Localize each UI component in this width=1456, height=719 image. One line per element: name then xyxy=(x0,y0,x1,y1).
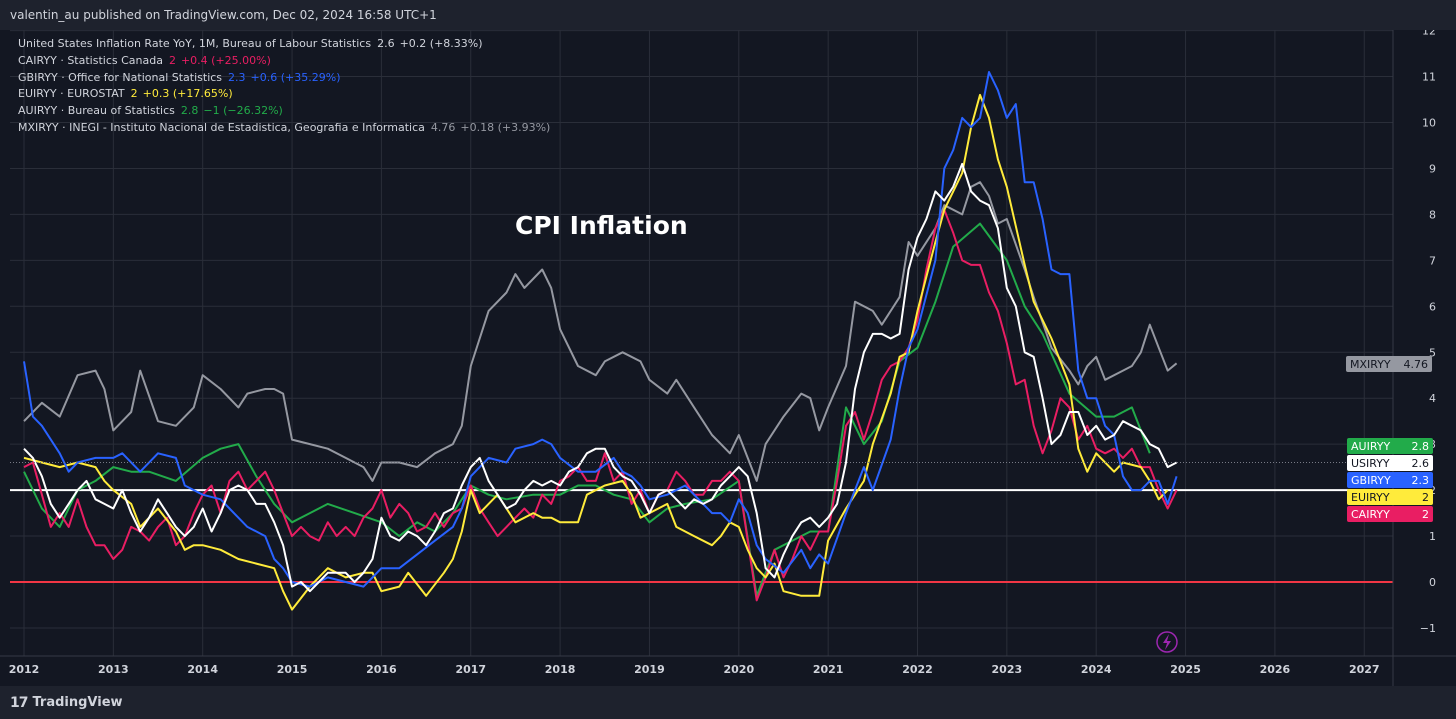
series-usiryy xyxy=(23,162,1178,593)
x-tick-label: 2019 xyxy=(634,663,665,676)
price-pill-symbol: MXIRYY xyxy=(1350,358,1391,371)
y-tick-label: 8 xyxy=(1429,208,1436,221)
price-pill-value: 4.76 xyxy=(1404,358,1429,371)
legend-series-value: 2 xyxy=(168,53,176,67)
x-tick-label: 2021 xyxy=(813,663,844,676)
price-pill-auiryy xyxy=(1347,438,1433,454)
tradingview-logo-icon[interactable]: 17 xyxy=(10,694,29,711)
y-tick-label: 11 xyxy=(1422,71,1436,84)
x-tick-label: 2017 xyxy=(455,663,486,676)
chart-title: CPI Inflation xyxy=(515,211,688,240)
legend-series-name: CAIRYY · Statistics Canada xyxy=(18,53,163,67)
x-tick-label: 2025 xyxy=(1170,663,1201,676)
price-pill-symbol: USIRYY xyxy=(1351,457,1390,470)
chart-area[interactable]: 2012 2013 2014 2015 2016 2017 2018 2019 2020 2021… xyxy=(0,30,1456,686)
series-mxiryy xyxy=(23,181,1178,482)
legend-series-name: United States Inflation Rate YoY, 1M, Bu… xyxy=(18,37,372,50)
x-tick-label: 2015 xyxy=(277,663,308,676)
series-lines xyxy=(23,71,1178,611)
legend-series-value: 2.8 xyxy=(180,104,199,118)
y-tick-label: 6 xyxy=(1429,300,1436,313)
y-tick-label: 4 xyxy=(1429,392,1436,405)
price-pill-gbiryy xyxy=(1347,472,1433,488)
price-pill-value: 2 xyxy=(1422,508,1429,521)
legend-row[interactable]: GBIRYY · Office for National Statistics 2… xyxy=(18,70,550,87)
y-tick-label: 12 xyxy=(1422,30,1436,38)
x-tick-label: 2022 xyxy=(902,663,933,676)
legend-row[interactable]: CAIRYY · Statistics Canada 2 +0.4 (+25.00%… xyxy=(18,53,550,70)
x-tick-label: 2016 xyxy=(366,663,397,676)
legend-series-change: +0.2 (+8.33%) xyxy=(399,37,483,50)
price-pill-symbol: EUIRYY xyxy=(1351,491,1390,504)
series-gbiryy xyxy=(23,71,1178,588)
price-pill-value: 2.6 xyxy=(1412,457,1430,470)
legend-series-change: +0.3 (+17.65%) xyxy=(142,87,233,101)
y-tick-label: 10 xyxy=(1422,117,1436,130)
legend-series-name: GBIRYY · Office for National Statistics xyxy=(18,70,223,84)
legend-series-value: 2.3 xyxy=(228,70,246,84)
price-pill-usiryy xyxy=(1347,455,1433,471)
price-pill-mxiryy xyxy=(1346,356,1432,372)
legend-series-value: 2 xyxy=(130,87,138,101)
price-pill-value: 2.3 xyxy=(1412,474,1430,487)
y-tick-label: 5 xyxy=(1429,346,1436,359)
y-tick-label: 1 xyxy=(1429,530,1436,543)
legend-series-change: +0.6 (+35.29%) xyxy=(250,70,341,84)
legend-row[interactable]: AUIRYY · Bureau of Statistics 2.8 −1 (−26.… xyxy=(18,103,550,120)
legend-series-name: AUIRYY · Bureau of Statistics xyxy=(18,104,175,118)
y-tick-label: 7 xyxy=(1429,254,1436,267)
legend-series-name: MXIRYY · INEGI - Instituto Nacional de E… xyxy=(18,120,425,134)
series-auiryy xyxy=(23,222,1151,597)
legend-series-change: +0.18 (+3.93%) xyxy=(460,120,551,134)
x-tick-label: 2024 xyxy=(1081,663,1112,676)
y-tick-label: −1 xyxy=(1420,622,1436,635)
x-tick-label: 2018 xyxy=(545,663,576,676)
x-tick-label: 2012 xyxy=(9,663,40,676)
x-tick-label: 2014 xyxy=(187,663,218,676)
price-pill-value: 2.8 xyxy=(1412,440,1430,453)
legend-row[interactable]: EUIRYY · EUROSTAT 2 +0.3 (+17.65%) xyxy=(18,86,550,103)
y-tick-label: 9 xyxy=(1429,162,1436,175)
series-euiryy xyxy=(23,93,1169,611)
x-tick-label: 2027 xyxy=(1349,663,1380,676)
legend-series-value: 2.6 xyxy=(377,37,395,50)
y-tick-label: 0 xyxy=(1429,576,1436,589)
x-tick-label: 2020 xyxy=(723,663,754,676)
price-labels: MXIRYY 4.76 AUIRYY 2.8 USIRYY 2.6 GBIRYY 2.3 EUI… xyxy=(1346,356,1433,522)
price-pill-euiryy xyxy=(1347,489,1433,505)
chart-svg[interactable]: 2012 2013 2014 2015 2016 2017 2018 2019 2020 2021… xyxy=(0,30,1456,686)
bolt-icon[interactable] xyxy=(1156,631,1178,653)
legend-series-value: 4.76 xyxy=(430,120,456,134)
tradingview-brand[interactable]: TradingView xyxy=(32,695,123,710)
legend-row[interactable]: United States Inflation Rate YoY, 1M, Bu… xyxy=(18,36,550,53)
price-pill-symbol: GBIRYY xyxy=(1351,474,1391,487)
legend-series-change: −1 (−26.32%) xyxy=(203,104,283,118)
x-tick-label: 2023 xyxy=(992,663,1023,676)
price-pill-symbol: CAIRYY xyxy=(1351,508,1390,521)
publish-info: valentin_au published on TradingView.com… xyxy=(0,0,1456,30)
price-pill-value: 2 xyxy=(1422,491,1429,504)
legend-series-name: EUIRYY · EUROSTAT xyxy=(18,87,125,101)
price-pill-symbol: AUIRYY xyxy=(1351,440,1390,453)
legend-series-change: +0.4 (+25.00%) xyxy=(180,53,271,67)
footer-bar: 17 TradingView xyxy=(0,686,1456,719)
x-tick-label: 2013 xyxy=(98,663,129,676)
legend-row[interactable]: MXIRYY · INEGI - Instituto Nacional de E… xyxy=(18,120,550,137)
legend: United States Inflation Rate YoY, 1M, Bu… xyxy=(18,36,550,137)
x-tick-label: 2026 xyxy=(1260,663,1291,676)
price-pill-cairyy xyxy=(1347,506,1433,522)
